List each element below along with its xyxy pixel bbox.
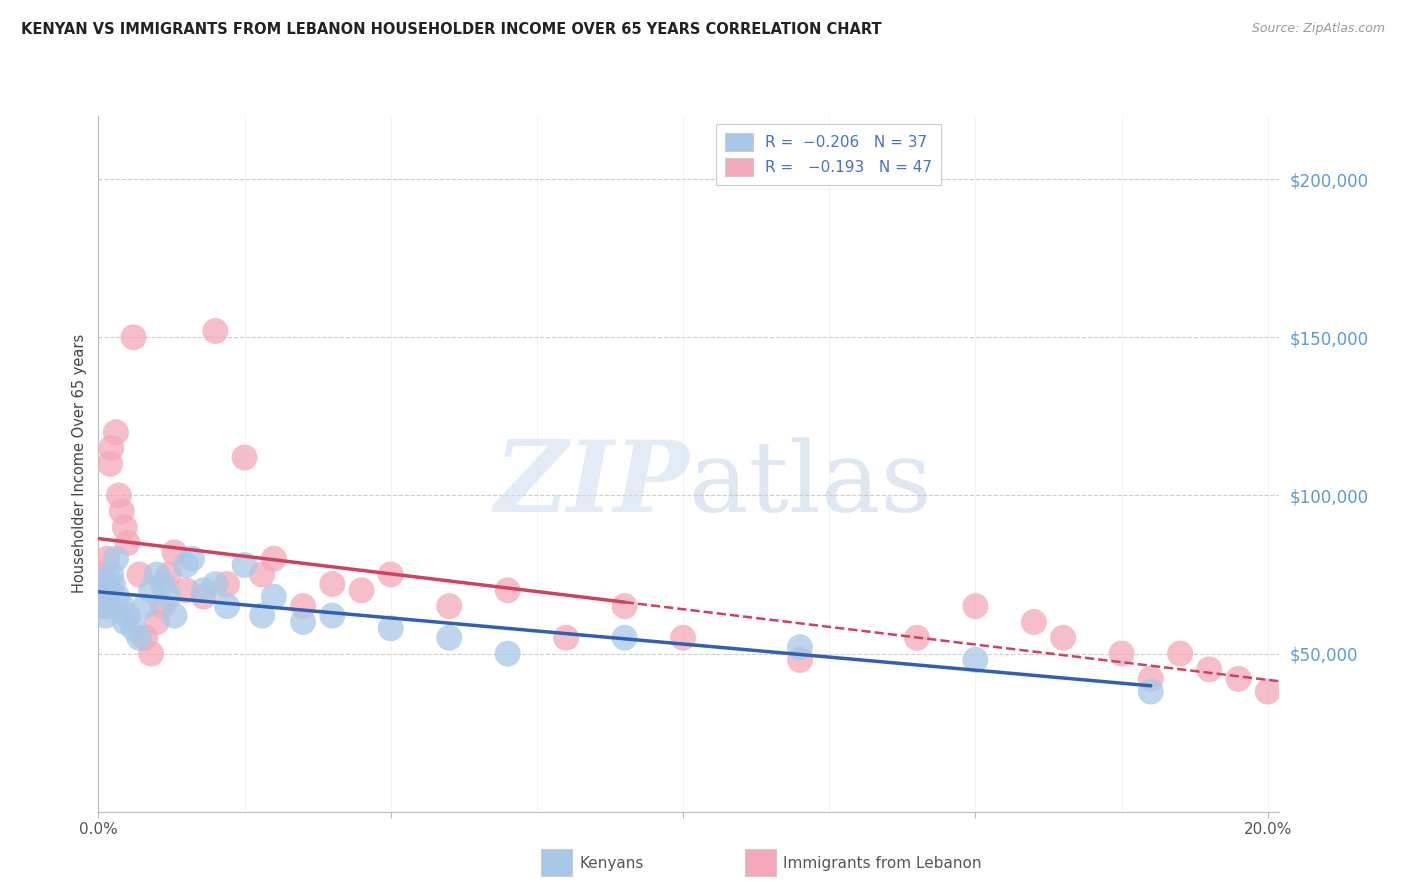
Point [555,631,578,645]
Point [321,577,343,591]
Text: Immigrants from Lebanon: Immigrants from Lebanon [783,856,981,871]
Point [380,567,402,582]
Point [128,631,150,645]
Point [152,599,174,614]
Point [233,558,256,572]
Point [204,324,226,338]
Point [114,615,136,629]
Point [101,577,124,591]
Point [117,608,139,623]
Point [134,631,156,645]
Point [292,599,315,614]
Point [93,590,115,604]
Point [90,567,112,582]
Point [1052,631,1074,645]
Point [117,536,139,550]
Point [204,577,226,591]
Point [94,577,117,591]
Point [1257,684,1279,698]
Point [98,583,121,598]
Text: Source: ZipAtlas.com: Source: ZipAtlas.com [1251,22,1385,36]
Text: ZIP: ZIP [494,436,689,533]
Point [91,590,114,604]
Point [1168,647,1191,661]
Point [439,599,461,614]
Point [193,583,215,598]
Point [174,583,197,598]
Point [114,520,136,534]
Point [163,608,186,623]
Y-axis label: Householder Income Over 65 years: Householder Income Over 65 years [72,334,87,593]
Point [93,599,115,614]
Point [321,608,343,623]
Point [122,330,145,344]
Point [174,558,197,572]
Point [91,577,114,591]
Point [789,653,811,667]
Point [139,647,162,661]
Point [263,590,285,604]
Point [250,608,273,623]
Text: atlas: atlas [689,437,932,533]
Point [905,631,928,645]
Point [146,567,169,582]
Point [233,450,256,465]
Text: Kenyans: Kenyans [579,856,644,871]
Point [263,551,285,566]
Point [181,551,204,566]
Point [439,631,461,645]
Point [104,551,127,566]
Point [146,615,169,629]
Point [613,599,636,614]
Point [111,504,134,518]
Point [157,590,180,604]
Point [122,621,145,635]
Point [1227,672,1250,686]
Text: KENYAN VS IMMIGRANTS FROM LEBANON HOUSEHOLDER INCOME OVER 65 YEARS CORRELATION C: KENYAN VS IMMIGRANTS FROM LEBANON HOUSEH… [21,22,882,37]
Point [134,599,156,614]
Point [152,577,174,591]
Point [965,599,987,614]
Point [104,425,127,440]
Point [965,653,987,667]
Point [193,590,215,604]
Point [1140,672,1163,686]
Legend: R =  −0.206   N = 37, R =   −0.193   N = 47: R = −0.206 N = 37, R = −0.193 N = 47 [716,124,941,186]
Point [96,599,118,614]
Point [1140,684,1163,698]
Point [496,583,519,598]
Point [128,567,150,582]
Point [96,551,118,566]
Point [215,577,238,591]
Point [105,590,128,604]
Point [672,631,695,645]
Point [1111,647,1133,661]
Point [250,567,273,582]
Point [157,567,180,582]
Point [94,608,117,623]
Point [98,457,121,471]
Point [111,599,134,614]
Point [1022,615,1045,629]
Point [350,583,373,598]
Point [613,631,636,645]
Point [496,647,519,661]
Point [163,545,186,559]
Point [139,583,162,598]
Point [100,567,122,582]
Point [1198,662,1220,676]
Point [380,621,402,635]
Point [215,599,238,614]
Point [292,615,315,629]
Point [100,441,122,455]
Point [789,640,811,655]
Point [108,488,131,502]
